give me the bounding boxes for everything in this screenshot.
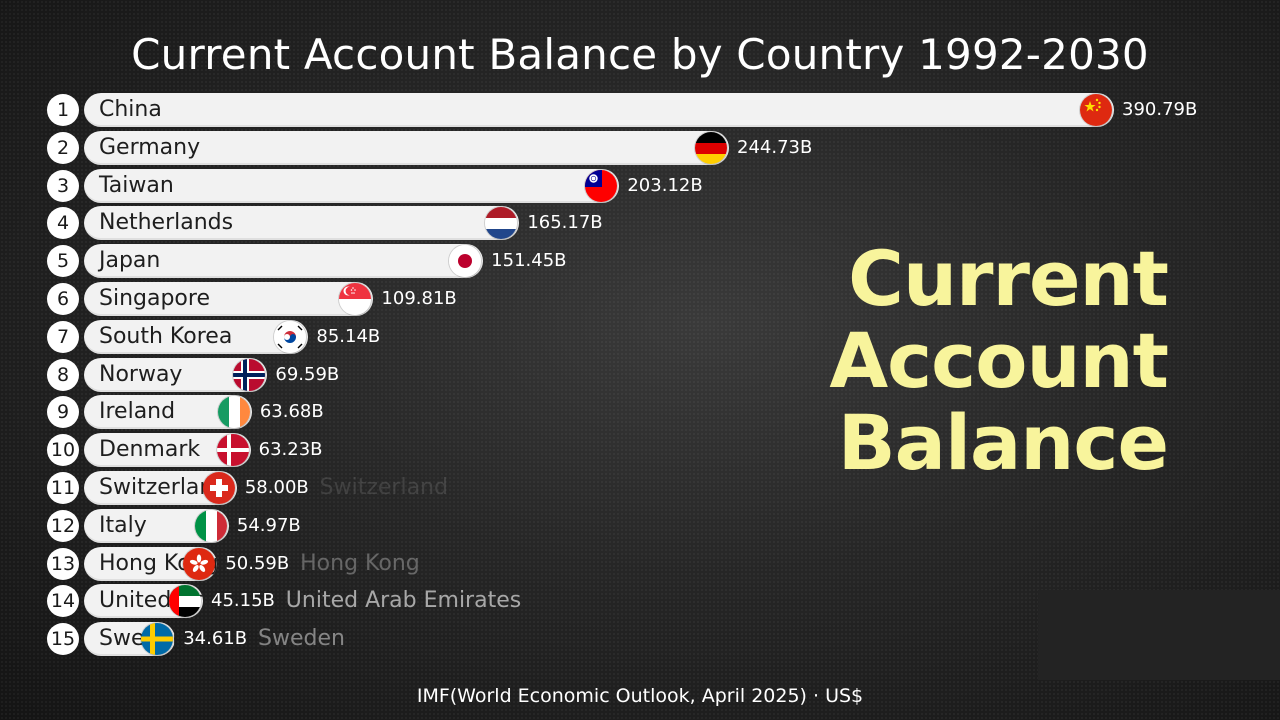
value-label: 45.15B bbox=[211, 590, 275, 611]
bar-row-switzerland: 11 Switzerland 58.00B Switzerland bbox=[0, 471, 1280, 505]
bar-germany: Germany bbox=[84, 131, 730, 165]
overlay-caption-line-1: Current bbox=[848, 234, 1169, 323]
value-label: 63.23B bbox=[258, 439, 323, 460]
bar-row-denmark: 10 Denmark 63.23B bbox=[0, 433, 1280, 467]
taiwan-flag-icon bbox=[585, 170, 618, 202]
bar-label: Netherlands bbox=[99, 210, 234, 235]
bar-label: Denmark bbox=[99, 437, 201, 462]
rank-badge: 7 bbox=[47, 321, 79, 353]
germany-flag-icon bbox=[695, 132, 728, 164]
value-label: 151.45B bbox=[491, 250, 567, 271]
rank-badge: 13 bbox=[47, 548, 79, 580]
bar-row-norway: 8 Norway 69.59B bbox=[0, 358, 1280, 392]
denmark-flag-icon bbox=[216, 434, 249, 466]
rank-badge: 14 bbox=[47, 585, 79, 617]
bar-label: China bbox=[99, 97, 162, 122]
value-label: 203.12B bbox=[627, 175, 703, 196]
value-label: 244.73B bbox=[737, 137, 813, 158]
italy-flag-icon bbox=[194, 510, 227, 542]
rank-badge: 9 bbox=[47, 396, 79, 428]
bar-row-japan: 5 Japan 151.45B bbox=[0, 244, 1280, 278]
value-label: 54.97B bbox=[236, 515, 301, 536]
corner-overlay bbox=[1038, 590, 1280, 680]
bar-taiwan: Taiwan bbox=[84, 169, 620, 203]
source-note: IMF(World Economic Outlook, April 2025) … bbox=[416, 685, 864, 707]
china-flag-icon bbox=[1080, 94, 1112, 126]
bar-label: Ireland bbox=[99, 399, 176, 424]
bar-label: Taiwan bbox=[99, 173, 174, 198]
bar-singapore: Singapore bbox=[84, 282, 374, 316]
rank-badge: 6 bbox=[47, 283, 79, 315]
south-korea-flag-icon bbox=[274, 321, 307, 353]
norway-flag-icon bbox=[233, 359, 266, 391]
bar-row-taiwan: 3 Taiwan 203.12B bbox=[0, 169, 1280, 203]
outside-label: United Arab Emirates bbox=[285, 588, 522, 613]
bar-china: China bbox=[84, 93, 1114, 127]
bar-label: Singapore bbox=[99, 286, 210, 311]
switzerland-flag-icon bbox=[202, 472, 235, 504]
bar-row-germany: 2 Germany 244.73B bbox=[0, 131, 1280, 165]
rank-badge: 10 bbox=[47, 434, 79, 466]
value-label: 50.59B bbox=[225, 553, 290, 574]
bar-row-singapore: 6 Singapore 109.81B bbox=[0, 282, 1280, 316]
rank-badge: 8 bbox=[47, 359, 79, 391]
bar-row-hong-kong: 13 Hong Kong 50.59B Hong Kong bbox=[0, 547, 1280, 581]
outside-label: Switzerland bbox=[319, 475, 448, 500]
rank-badge: 5 bbox=[47, 245, 79, 277]
outside-label: Hong Kong bbox=[300, 551, 420, 576]
rank-badge: 11 bbox=[47, 472, 79, 504]
bar-label: Italy bbox=[99, 513, 147, 538]
singapore-flag-icon bbox=[339, 283, 372, 315]
overlay-caption: Current Account Balance bbox=[748, 234, 1169, 487]
rank-badge: 15 bbox=[47, 623, 79, 655]
bar-south-korea: South Korea bbox=[84, 320, 309, 354]
outside-label: Sweden bbox=[258, 626, 345, 651]
ireland-flag-icon bbox=[217, 396, 250, 428]
value-label: 58.00B bbox=[244, 477, 309, 498]
rank-badge: 3 bbox=[47, 170, 79, 202]
bar-row-china: 1 China 390.79B bbox=[0, 93, 1280, 127]
bar-label: Norway bbox=[99, 362, 183, 387]
value-label: 34.61B bbox=[183, 628, 248, 649]
value-label: 85.14B bbox=[316, 326, 381, 347]
value-label: 69.59B bbox=[275, 364, 340, 385]
japan-flag-icon bbox=[449, 245, 482, 277]
bar-row-italy: 12 Italy 54.97B bbox=[0, 509, 1280, 543]
overlay-caption-line-2: Account bbox=[829, 316, 1169, 405]
bar-label: South Korea bbox=[99, 324, 233, 349]
hong-kong-flag-icon bbox=[183, 548, 216, 580]
value-label: 63.68B bbox=[259, 401, 324, 422]
rank-badge: 12 bbox=[47, 510, 79, 542]
rank-badge: 2 bbox=[47, 132, 79, 164]
value-label: 165.17B bbox=[527, 212, 603, 233]
chart-title: Current Account Balance by Country 1992-… bbox=[131, 30, 1149, 79]
bar-row-ireland: 9 Ireland 63.68B bbox=[0, 395, 1280, 429]
value-label: 109.81B bbox=[381, 288, 457, 309]
rank-badge: 4 bbox=[47, 207, 79, 239]
bar-japan: Japan bbox=[84, 244, 484, 278]
overlay-caption-line-3: Balance bbox=[837, 398, 1169, 487]
uae-flag-icon bbox=[169, 585, 201, 617]
bar-netherlands: Netherlands bbox=[84, 206, 520, 240]
netherlands-flag-icon bbox=[485, 207, 518, 239]
bar-row-south-korea: 7 South Korea 85.14B bbox=[0, 320, 1280, 354]
value-label: 390.79B bbox=[1122, 99, 1198, 120]
bar-label: Germany bbox=[99, 135, 201, 160]
sweden-flag-icon bbox=[141, 623, 174, 655]
rank-badge: 1 bbox=[47, 94, 79, 126]
bar-row-netherlands: 4 Netherlands 165.17B bbox=[0, 206, 1280, 240]
bar-label: Japan bbox=[99, 248, 161, 273]
